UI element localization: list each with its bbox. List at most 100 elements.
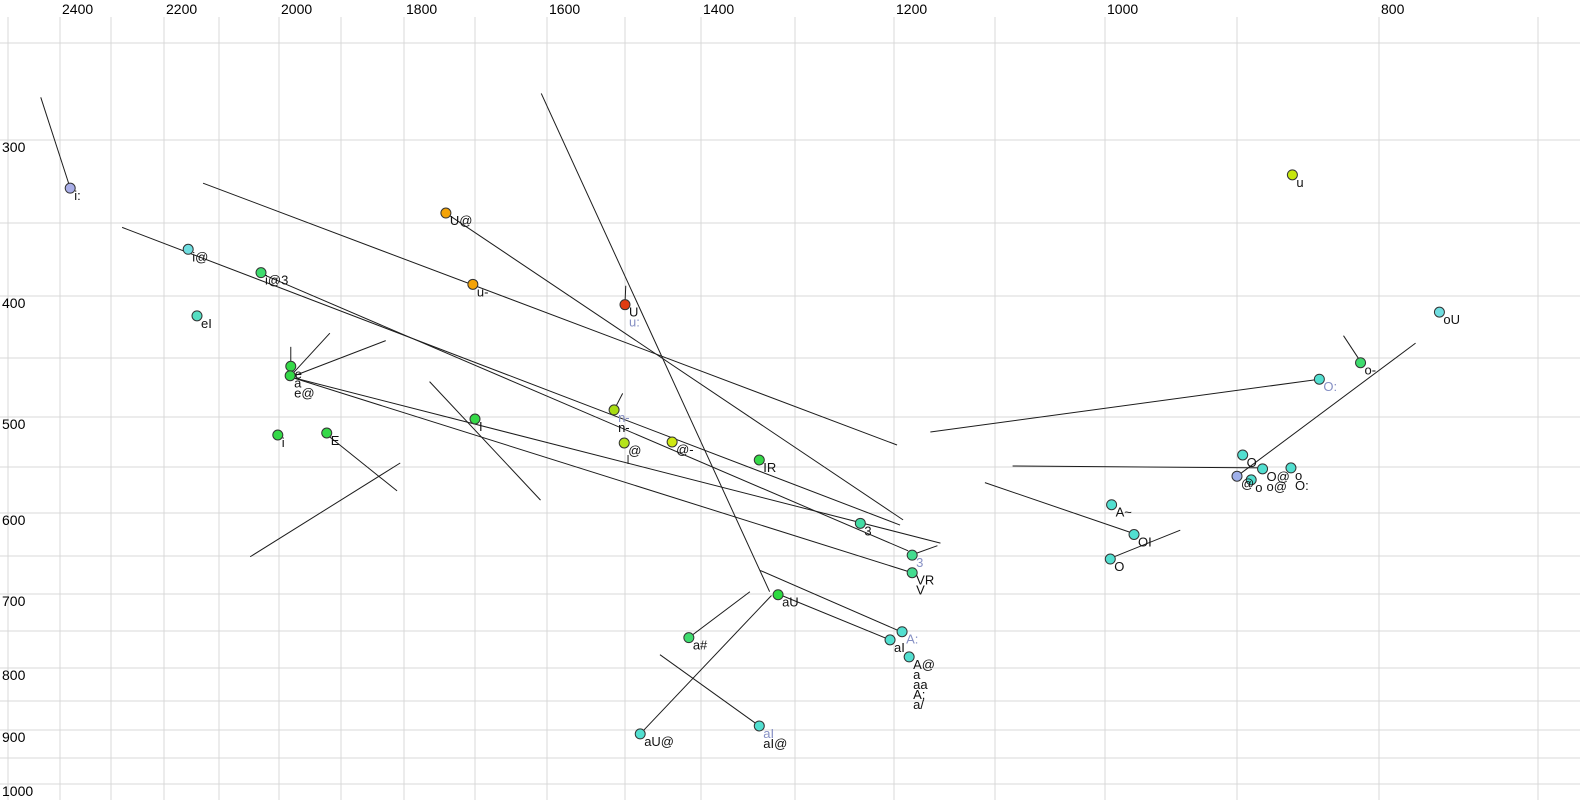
vowel-point-u[interactable]: [1286, 169, 1298, 181]
vowel-label-@-: @-: [676, 442, 694, 457]
vowel-point-i[interactable]: [272, 429, 284, 441]
vowel-label-A~: A~: [1116, 505, 1133, 520]
vowel-point-U[interactable]: [619, 299, 631, 311]
vowel-label-o: o: [1255, 480, 1262, 495]
trajectory-line: [249, 462, 401, 558]
vowel-point-A~[interactable]: [1106, 499, 1118, 511]
vowel-point-@[interactable]: [1231, 470, 1243, 482]
vowel-point-aU@[interactable]: [634, 728, 646, 740]
y-tick-label-500: 500: [2, 416, 26, 432]
vowel-label-a: a: [913, 667, 921, 682]
trajectory-line: [1236, 342, 1416, 477]
vowel-label-O@: O@: [1267, 469, 1290, 484]
vowel-label-n-: n-: [618, 410, 630, 425]
x-tick-label-1200: 1200: [896, 1, 927, 17]
vowel-point-a[interactable]: [284, 370, 296, 382]
vowel-point-O:[interactable]: [1313, 373, 1325, 385]
vowel-label-U@: U@: [450, 213, 473, 228]
vowel-point-i@[interactable]: [182, 243, 194, 255]
trajectory-line: [659, 654, 760, 727]
trajectory-line: [445, 212, 904, 521]
trajectory-line: [930, 378, 1320, 433]
trajectory-line: [290, 332, 331, 377]
vowel-label-oU: oU: [1443, 312, 1460, 327]
x-tick-label-1000: 1000: [1107, 1, 1138, 17]
vowel-label-3: 3: [864, 523, 871, 538]
vowel-label-A@: A@: [913, 657, 935, 672]
y-tick-label-300: 300: [2, 139, 26, 155]
trajectory-line: [290, 376, 941, 544]
trajectory-lines: [40, 93, 1416, 735]
vowel-point-aI[interactable]: [884, 634, 896, 646]
y-tick-label-700: 700: [2, 593, 26, 609]
vowel-point-3[interactable]: [906, 549, 918, 561]
trajectory-line: [984, 482, 1135, 535]
vowel-label-a: a: [294, 376, 302, 391]
vowel-point-oU[interactable]: [1433, 306, 1445, 318]
vowel-point-OI[interactable]: [1128, 529, 1140, 540]
vowel-point-o[interactable]: [1245, 474, 1257, 486]
trajectory-line: [760, 569, 902, 633]
vowel-label-@: @: [628, 443, 641, 458]
x-tick-label-2400: 2400: [62, 1, 93, 17]
vowel-label-i@3: i@3: [265, 273, 288, 288]
vowel-label-U: U: [629, 305, 638, 320]
trajectory-line: [40, 97, 71, 189]
vowel-label-a/: a/: [913, 697, 924, 712]
trajectory-line: [540, 93, 771, 592]
vowel-point-A:[interactable]: [896, 626, 908, 638]
vowel-point-3[interactable]: [854, 517, 866, 529]
vowel-point-u-[interactable]: [467, 278, 479, 290]
vowel-label-O:: O:: [1295, 478, 1309, 493]
trajectory-line: [202, 182, 898, 446]
vowel-point-O[interactable]: [1104, 553, 1116, 565]
vowel-point-a#[interactable]: [683, 632, 695, 644]
trajectory-line: [328, 435, 398, 492]
vowel-label-eI: eI: [201, 316, 212, 331]
vowel-point-O[interactable]: [1237, 449, 1249, 461]
trajectory-line: [688, 591, 751, 639]
vowel-label-aU: aU: [782, 595, 799, 610]
vowel-point-aU[interactable]: [772, 589, 784, 601]
vowel-point-@-[interactable]: [666, 436, 678, 448]
x-tick-label-1400: 1400: [703, 1, 734, 17]
vowel-point-I[interactable]: [469, 413, 481, 425]
vowel-point-O@[interactable]: [1257, 463, 1269, 475]
trajectory-line: [639, 595, 772, 735]
vowel-point-i@3[interactable]: [255, 267, 267, 279]
vowel-point-i:[interactable]: [64, 182, 76, 194]
vowel-label-o-: o-: [1365, 363, 1377, 378]
vowel-point-A@[interactable]: [903, 651, 915, 663]
vowel-point-n-[interactable]: [608, 404, 620, 416]
vowel-label-aI@: aI@: [763, 736, 787, 751]
vowel-point-aI[interactable]: [753, 720, 765, 732]
vowel-point-@[interactable]: [618, 437, 630, 449]
vowel-label-I: I: [479, 419, 483, 434]
trajectory-line: [1343, 335, 1361, 362]
x-tick-label-1600: 1600: [549, 1, 580, 17]
vowel-point-o-[interactable]: [1355, 357, 1367, 369]
vowel-point-eI[interactable]: [191, 310, 203, 322]
trajectory-line: [1012, 465, 1263, 469]
vowel-label-i@: i@: [192, 249, 208, 264]
y-tick-label-400: 400: [2, 295, 26, 311]
y-tick-label-800: 800: [2, 667, 26, 683]
vowel-label-OI: OI: [1138, 535, 1152, 550]
vowel-point-VR[interactable]: [906, 567, 918, 579]
trajectory-line: [290, 376, 913, 574]
vowel-label-A;: A;: [913, 687, 925, 702]
vowel-label-E: E: [331, 433, 340, 448]
vowel-point-E[interactable]: [321, 427, 333, 439]
vowel-point-U@[interactable]: [440, 207, 452, 219]
trajectory-line: [262, 273, 909, 552]
y-tick-label-900: 900: [2, 729, 26, 745]
vowel-label-aI: aI: [894, 640, 905, 655]
x-tick-label-2000: 2000: [281, 1, 312, 17]
vowel-label-o: o: [1295, 468, 1302, 483]
trajectory-line: [777, 593, 891, 641]
vowel-label-u: u: [1296, 175, 1303, 190]
vowel-point-IR[interactable]: [753, 454, 765, 466]
vowel-point-o[interactable]: [1285, 462, 1297, 474]
